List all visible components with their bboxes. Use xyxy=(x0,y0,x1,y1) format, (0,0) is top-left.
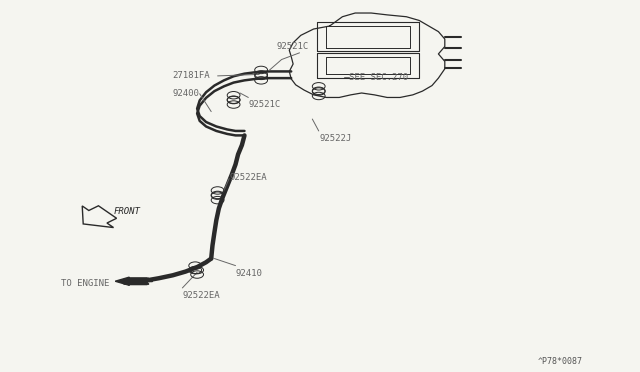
Text: 92521C: 92521C xyxy=(248,100,280,109)
FancyArrow shape xyxy=(115,277,147,285)
Text: ^P78*0087: ^P78*0087 xyxy=(538,357,582,366)
Text: 92400: 92400 xyxy=(173,89,200,98)
Text: SEE SEC.270: SEE SEC.270 xyxy=(349,73,408,82)
Text: TO ENGINE: TO ENGINE xyxy=(61,279,109,288)
Text: 27181FA: 27181FA xyxy=(173,71,211,80)
Text: 92410: 92410 xyxy=(236,269,262,278)
Text: 92522J: 92522J xyxy=(320,134,352,143)
Text: 92521C: 92521C xyxy=(276,42,308,51)
Text: FRONT: FRONT xyxy=(114,207,141,216)
Text: 92522EA: 92522EA xyxy=(229,173,267,182)
Text: 92522EA: 92522EA xyxy=(182,291,220,300)
